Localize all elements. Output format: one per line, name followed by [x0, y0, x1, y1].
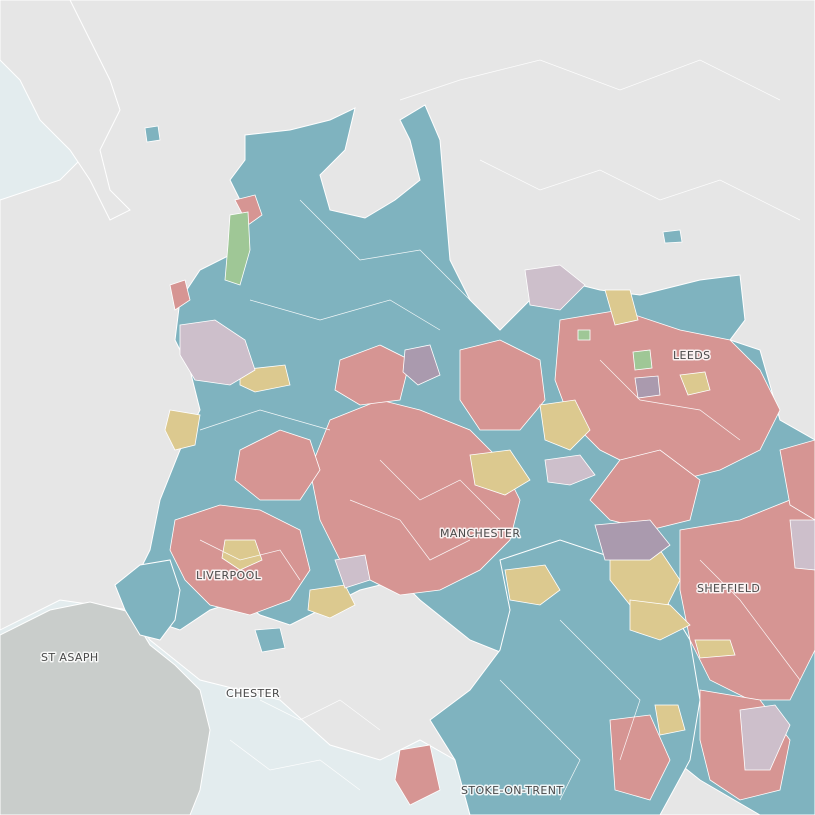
coast-cumbria	[0, 0, 131, 221]
label-stoke-on-trent: STOKE-ON-TRENT	[461, 784, 564, 797]
ward-boundaries	[199, 59, 801, 801]
teal-patch	[254, 627, 286, 653]
regions-lilac	[179, 264, 815, 771]
label-st-asaph: ST ASAPH	[41, 651, 99, 664]
regions-red	[169, 194, 815, 806]
teal-patch	[662, 229, 683, 244]
label-manchester: MANCHESTER	[440, 527, 520, 540]
label-leeds: LEEDS	[673, 349, 710, 362]
label-sheffield: SHEFFIELD	[697, 582, 760, 595]
regions-green	[224, 211, 653, 371]
region-wirral	[114, 559, 181, 641]
region-wales	[0, 601, 211, 815]
teal-patch	[144, 125, 161, 143]
regions-purple	[402, 344, 671, 561]
label-liverpool: LIVERPOOL	[196, 569, 262, 582]
regions-yellow	[164, 289, 736, 736]
label-chester: CHESTER	[226, 687, 280, 700]
